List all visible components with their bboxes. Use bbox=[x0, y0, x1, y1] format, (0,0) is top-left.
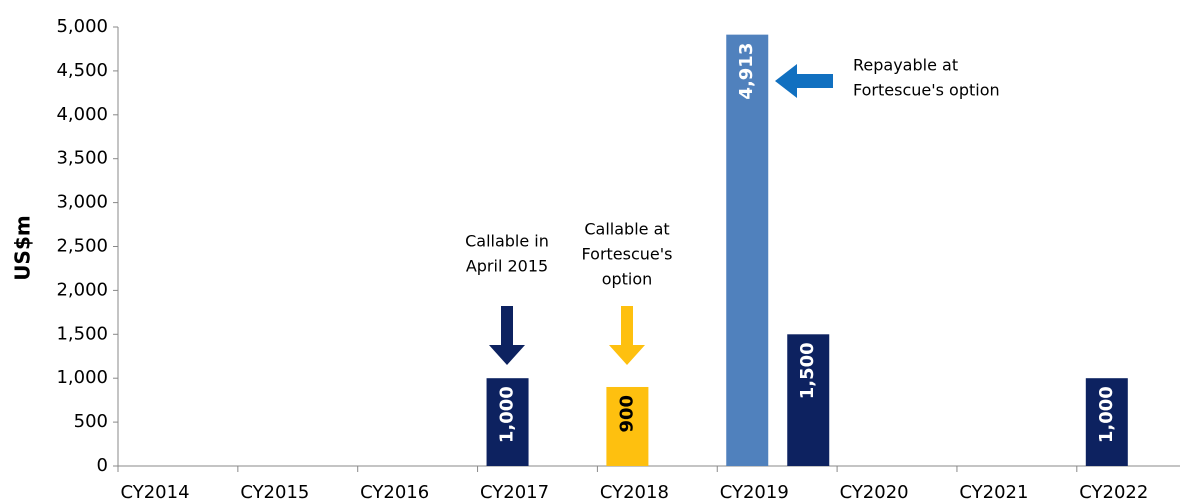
y-tick-label: 4,500 bbox=[56, 60, 108, 81]
x-tick-label: CY2016 bbox=[360, 482, 429, 503]
x-tick-label: CY2014 bbox=[120, 482, 189, 503]
y-tick-label: 4,000 bbox=[56, 104, 108, 125]
x-tick-label: CY2019 bbox=[720, 482, 789, 503]
y-tick-label: 3,500 bbox=[56, 148, 108, 169]
bar bbox=[606, 386, 649, 466]
value-label: 1,000 bbox=[497, 386, 518, 443]
y-tick-label: 500 bbox=[74, 411, 108, 432]
bar bbox=[726, 34, 769, 466]
arrow bbox=[609, 306, 645, 365]
arrow bbox=[775, 64, 833, 98]
y-tick-label: 5,000 bbox=[56, 16, 108, 37]
y-axis-label: US$m bbox=[11, 215, 35, 280]
x-tick-label: CY2020 bbox=[840, 482, 909, 503]
annotation: Fortescue's option bbox=[853, 81, 1000, 100]
y-tick-label: 1,000 bbox=[56, 367, 108, 388]
x-tick-label: CY2022 bbox=[1079, 482, 1148, 503]
x-tick-label: CY2015 bbox=[240, 482, 309, 503]
value-label: 1,500 bbox=[797, 342, 818, 399]
annotation: option bbox=[602, 270, 653, 289]
y-tick-label: 2,500 bbox=[56, 236, 108, 257]
annotation: Callable at bbox=[584, 220, 669, 239]
annotation: Fortescue's bbox=[582, 245, 673, 264]
y-tick-label: 0 bbox=[97, 455, 108, 476]
y-tick-label: 1,500 bbox=[56, 323, 108, 344]
annotation: April 2015 bbox=[466, 257, 548, 276]
y-tick-label: 3,000 bbox=[56, 192, 108, 213]
x-tick-label: CY2018 bbox=[600, 482, 669, 503]
value-label: 1,000 bbox=[1096, 386, 1117, 443]
x-tick-label: CY2017 bbox=[480, 482, 549, 503]
value-label: 900 bbox=[616, 395, 637, 433]
annotation: Repayable at bbox=[853, 56, 958, 75]
annotation: Callable in bbox=[465, 232, 549, 251]
bar bbox=[1085, 378, 1128, 466]
bar bbox=[486, 378, 529, 466]
arrow bbox=[489, 306, 525, 365]
value-label: 4,913 bbox=[736, 43, 757, 100]
x-tick-label: CY2021 bbox=[959, 482, 1028, 503]
bar bbox=[787, 334, 830, 466]
y-tick-label: 2,000 bbox=[56, 279, 108, 300]
